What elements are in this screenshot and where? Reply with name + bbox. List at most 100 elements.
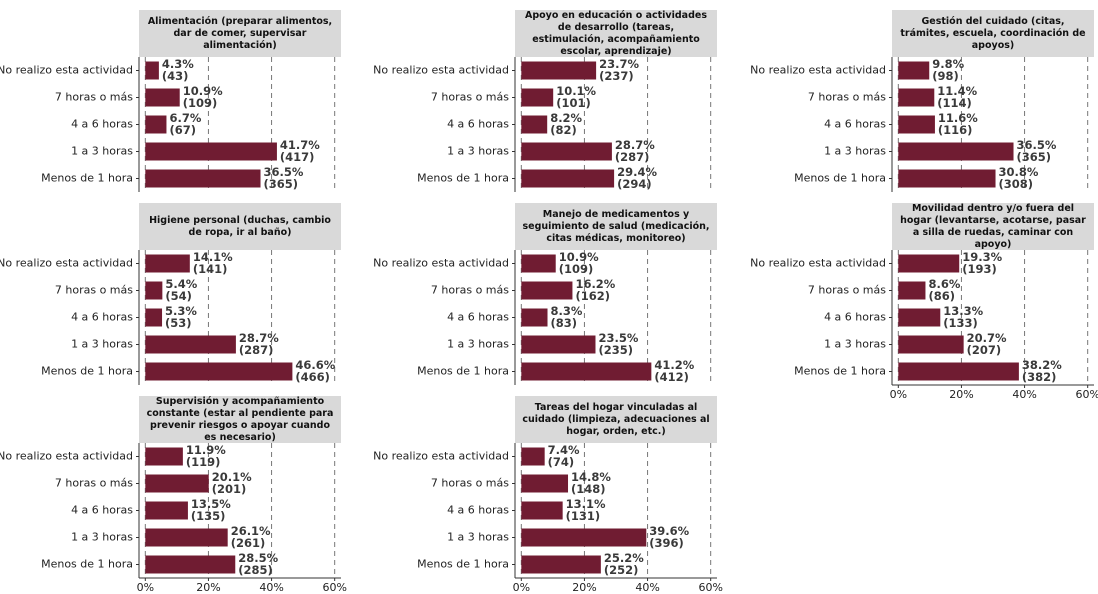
- y-tick-label: 7 horas o más: [431, 477, 509, 490]
- bar: [521, 142, 612, 161]
- y-tick-label: Menos de 1 hora: [794, 365, 886, 378]
- value-label: 29.4%: [617, 165, 657, 179]
- count-label: (193): [962, 262, 997, 276]
- count-label: (412): [654, 370, 689, 384]
- count-label: (43): [162, 69, 189, 83]
- y-tick-label: 7 horas o más: [431, 91, 509, 104]
- x-tick-label: 20%: [949, 388, 973, 401]
- x-tick-label: 60%: [322, 581, 346, 594]
- y-tick-label: 4 a 6 horas: [824, 311, 886, 324]
- value-label: 26.1%: [231, 524, 271, 538]
- x-tick-label: 20%: [196, 581, 220, 594]
- value-label: 4.3%: [162, 57, 194, 71]
- bar: [898, 308, 941, 327]
- value-label: 13.5%: [191, 497, 231, 511]
- bar: [145, 555, 236, 574]
- count-label: (83): [551, 316, 578, 330]
- y-tick-label: 1 a 3 horas: [71, 338, 133, 351]
- value-label: 19.3%: [962, 250, 1002, 264]
- bar: [145, 254, 190, 273]
- y-tick-label: Menos de 1 hora: [417, 558, 509, 571]
- value-label: 28.7%: [239, 331, 279, 345]
- count-label: (135): [191, 509, 226, 523]
- count-label: (86): [928, 289, 955, 303]
- y-tick-label: 4 a 6 horas: [71, 118, 133, 131]
- y-tick-label: 1 a 3 horas: [447, 338, 509, 351]
- count-label: (67): [169, 123, 196, 137]
- value-label: 46.6%: [295, 358, 335, 372]
- y-tick-label: No realizo esta actividad: [373, 257, 509, 270]
- bar: [521, 281, 573, 300]
- bar: [145, 447, 183, 466]
- bar: [521, 447, 545, 466]
- count-label: (54): [165, 289, 192, 303]
- y-tick-label: Menos de 1 hora: [41, 558, 133, 571]
- value-label: 36.5%: [1017, 138, 1057, 152]
- bar: [145, 115, 167, 134]
- count-label: (201): [212, 482, 247, 496]
- bar: [145, 61, 159, 80]
- y-tick-label: 1 a 3 horas: [447, 145, 509, 158]
- x-tick-label: 40%: [259, 581, 283, 594]
- y-tick-label: Menos de 1 hora: [41, 365, 133, 378]
- value-label: 10.1%: [556, 84, 596, 98]
- value-label: 13.1%: [566, 497, 606, 511]
- value-label: 10.9%: [183, 84, 223, 98]
- bar: [521, 169, 615, 188]
- bar: [898, 362, 1019, 381]
- x-tick-label: 20%: [572, 581, 596, 594]
- panel-title: Tareas del hogar vinculadas al cuidado (…: [515, 396, 717, 443]
- value-label: 28.5%: [238, 551, 278, 565]
- value-label: 8.3%: [551, 304, 583, 318]
- value-label: 20.1%: [212, 470, 252, 484]
- count-label: (207): [967, 343, 1002, 357]
- x-tick-label: 0%: [137, 581, 154, 594]
- y-tick-label: 7 horas o más: [431, 284, 509, 297]
- count-label: (396): [649, 536, 684, 550]
- y-tick-label: No realizo esta actividad: [373, 64, 509, 77]
- count-label: (365): [1017, 150, 1052, 164]
- y-tick-label: Menos de 1 hora: [794, 172, 886, 185]
- y-tick-label: 7 horas o más: [808, 284, 886, 297]
- value-label: 41.7%: [280, 138, 320, 152]
- y-tick-label: Menos de 1 hora: [417, 172, 509, 185]
- y-tick-label: 4 a 6 horas: [447, 504, 509, 517]
- count-label: (365): [264, 177, 299, 191]
- x-tick-label: 60%: [698, 581, 722, 594]
- count-label: (141): [193, 262, 228, 276]
- y-tick-label: 4 a 6 horas: [447, 118, 509, 131]
- count-label: (98): [932, 69, 959, 83]
- value-label: 30.8%: [999, 165, 1039, 179]
- bar: [521, 362, 652, 381]
- value-label: 5.3%: [165, 304, 197, 318]
- bar: [145, 281, 163, 300]
- value-label: 28.7%: [615, 138, 655, 152]
- count-label: (109): [183, 96, 218, 110]
- count-label: (133): [943, 316, 978, 330]
- count-label: (148): [571, 482, 606, 496]
- y-tick-label: 1 a 3 horas: [447, 531, 509, 544]
- bar: [898, 281, 926, 300]
- y-tick-label: 4 a 6 horas: [71, 311, 133, 324]
- value-label: 8.2%: [550, 111, 582, 125]
- y-tick-label: 1 a 3 horas: [71, 531, 133, 544]
- y-tick-label: No realizo esta actividad: [0, 64, 133, 77]
- panel-title: Alimentación (preparar alimentos, dar de…: [139, 10, 341, 57]
- y-tick-label: No realizo esta actividad: [0, 450, 133, 463]
- bar: [145, 501, 188, 520]
- bar: [898, 88, 935, 107]
- y-tick-label: 1 a 3 horas: [71, 145, 133, 158]
- y-tick-label: 7 horas o más: [55, 477, 133, 490]
- bar: [521, 501, 563, 520]
- value-label: 14.1%: [193, 250, 233, 264]
- count-label: (287): [239, 343, 274, 357]
- bar: [145, 362, 293, 381]
- y-tick-label: Menos de 1 hora: [41, 172, 133, 185]
- value-label: 6.7%: [169, 111, 201, 125]
- bar: [521, 61, 597, 80]
- count-label: (308): [999, 177, 1034, 191]
- bar: [898, 115, 935, 134]
- y-tick-label: No realizo esta actividad: [0, 257, 133, 270]
